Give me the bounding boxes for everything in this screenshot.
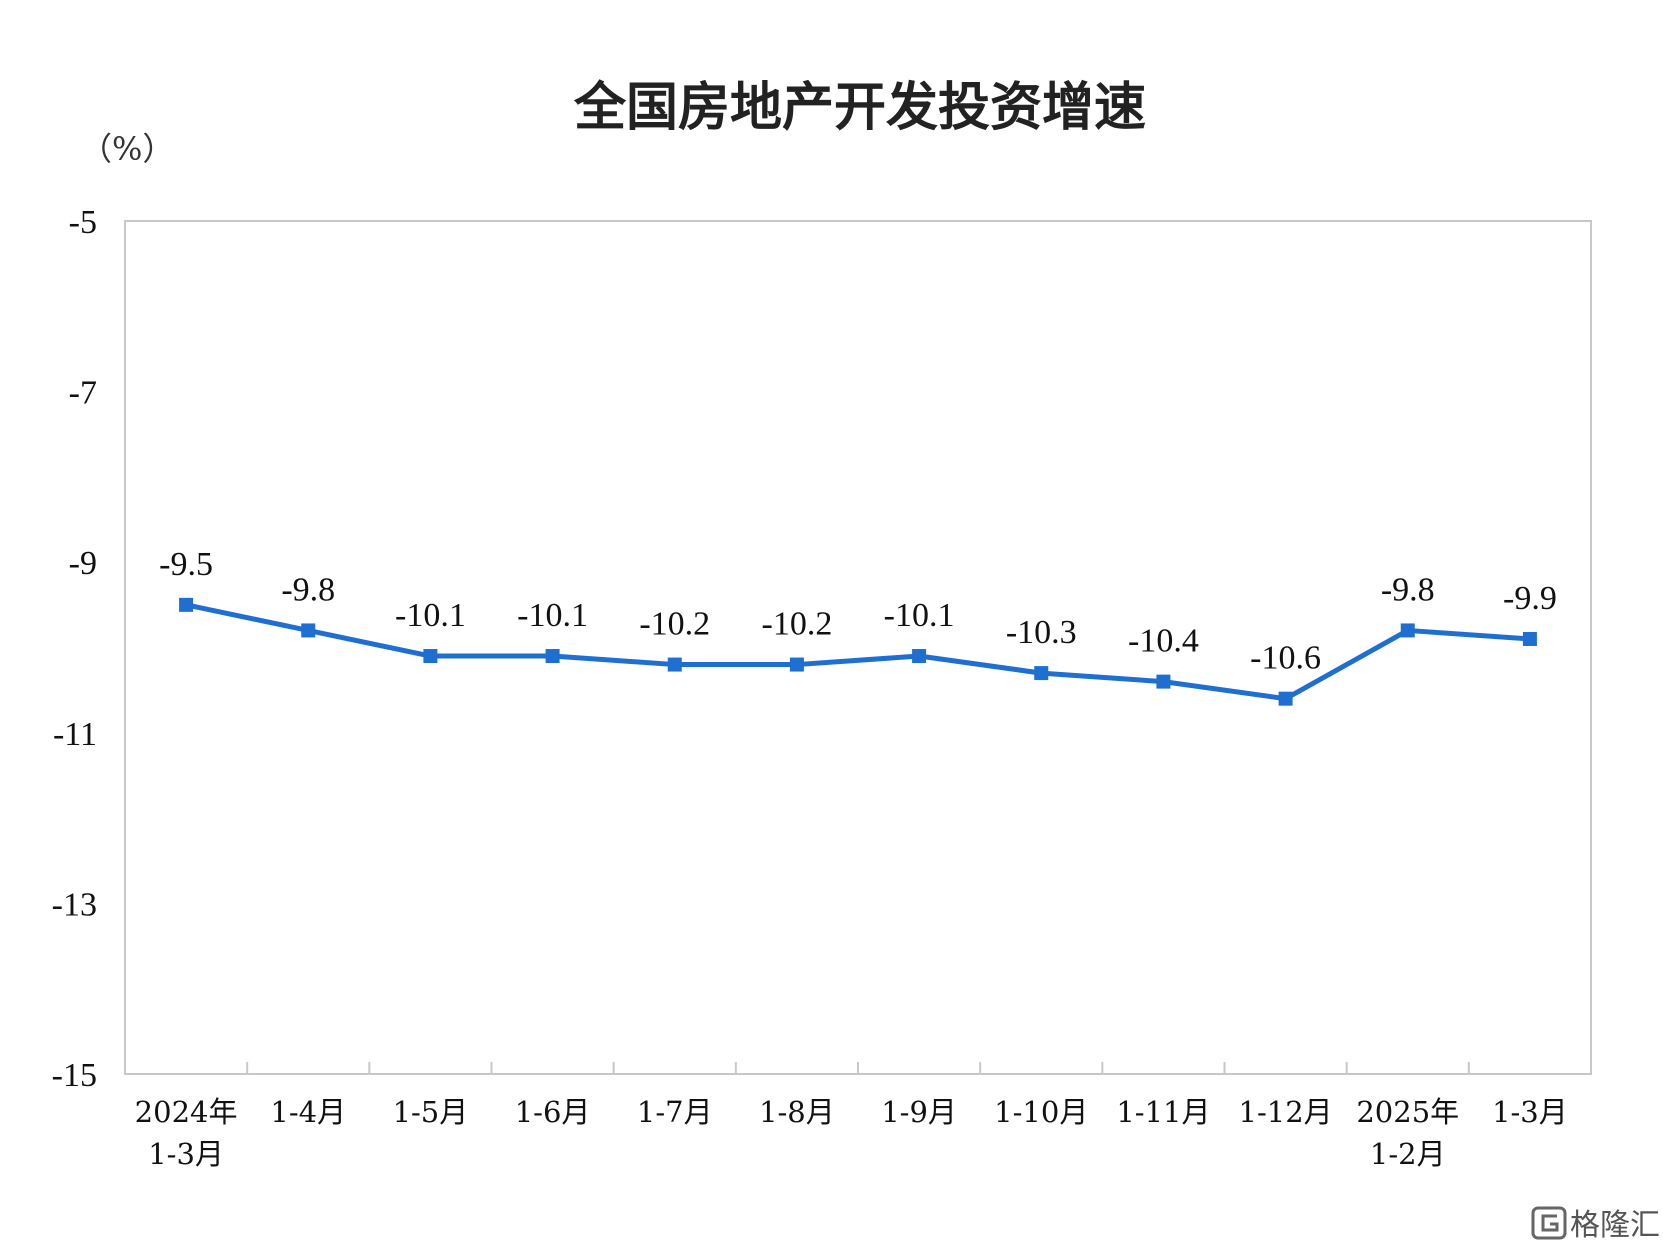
y-axis: -5 -7 -9 -11 -13 -15 [52,204,97,1094]
y-tick-label: -7 [69,375,97,412]
series-investment-growth [179,597,1537,706]
y-tick-label: -13 [52,886,97,923]
data-point [912,649,927,664]
data-label: -10.6 [1250,640,1321,677]
data-label: -10.1 [517,597,588,634]
data-point [1278,691,1293,706]
x-tick-label: 1-4月 [270,1095,346,1129]
x-tick-label: 1-5月 [393,1095,469,1129]
data-point [179,597,194,612]
x-axis: 2024年 1-3月 1-4月 1-5月 1-6月 1-7月 1-8月 1-9月 1-10月 1-… [135,1062,1568,1171]
y-tick-label: -5 [69,204,97,241]
chart-title: 全国房地产开发投资增速 [573,78,1146,138]
y-axis-unit: （%） [80,130,174,168]
x-tick-label: 2024年 1-3月 [135,1095,238,1171]
watermark: 格隆汇 [1531,1206,1660,1243]
x-tick-label: 1-10月 [994,1095,1088,1129]
data-point [1034,666,1049,681]
series-line [185,602,1531,702]
data-point [423,649,438,664]
y-tick-label: -11 [53,716,97,753]
data-point [667,657,682,672]
y-tick-label: -15 [52,1057,97,1094]
y-tick-label: -9 [69,545,97,582]
data-label: -9.9 [1503,580,1557,617]
data-point [1522,631,1537,646]
data-point [1400,623,1415,638]
data-labels: -9.5 -9.8 -10.1 -10.1 -10.2 -10.2 -10.1 -10.3 -1… [159,546,1557,677]
plot-area [124,220,1592,1075]
data-label: -9.5 [159,546,213,583]
data-label: -10.1 [884,597,955,634]
x-tick-label: 1-6月 [515,1095,591,1129]
data-label: -9.8 [1381,571,1435,608]
gelonghui-logo-icon [1531,1206,1567,1240]
watermark-text: 格隆汇 [1570,1208,1660,1243]
data-label: -10.4 [1128,623,1199,660]
x-tick-label: 2025年 1-2月 [1356,1095,1459,1171]
x-tick-label: 1-3月 [1492,1095,1568,1129]
data-point [789,657,804,672]
data-label: -10.1 [395,597,466,634]
data-label: -10.2 [639,606,710,643]
x-tick-label: 1-9月 [881,1095,957,1129]
x-tick-label: 1-8月 [759,1095,835,1129]
data-label: -10.3 [1006,614,1077,651]
x-tick-label: 1-7月 [637,1095,713,1129]
data-point [545,649,560,664]
x-tick-label: 1-12月 [1239,1095,1333,1129]
data-point [1156,674,1171,689]
data-point [301,623,316,638]
data-label: -10.2 [762,606,833,643]
data-label: -9.8 [281,571,335,608]
x-tick-label: 1-11月 [1116,1095,1210,1129]
